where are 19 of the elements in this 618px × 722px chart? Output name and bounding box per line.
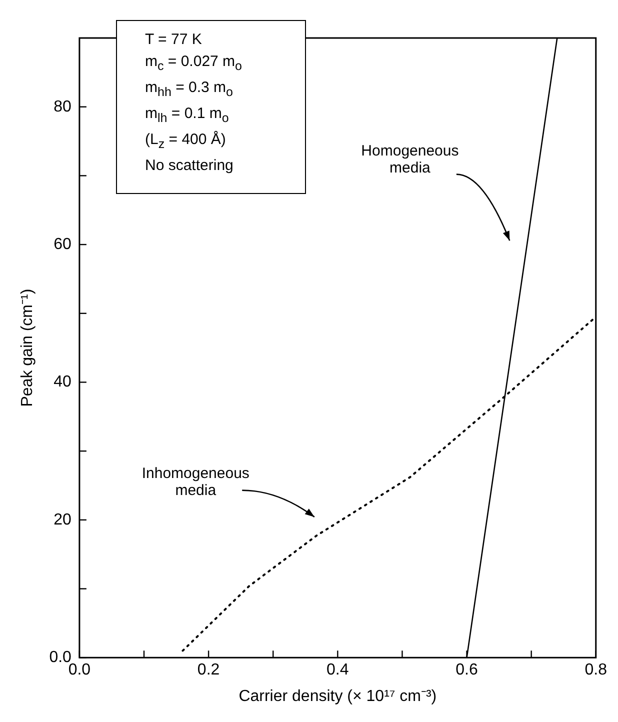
annotation: m$_{c}$ = 0.027 m$_{o}$ — [145, 52, 243, 75]
y-tick-label: 20 — [54, 511, 72, 528]
x-tick-label: 0.8 — [584, 662, 608, 679]
y-tick-label: 80 — [54, 98, 72, 116]
x-axis-title: Carrier density (× 10¹⁷ cm⁻³) — [238, 688, 437, 705]
y-tick-label: 40 — [54, 374, 72, 391]
x-tick-label: 0.4 — [326, 662, 349, 679]
x-tick-label: 0.2 — [197, 662, 220, 679]
y-axis-title: Peak gain (cm⁻¹) — [19, 288, 36, 407]
annotation: T = 77 K — [145, 30, 203, 50]
annotation: (L$_{z}$ = 400 Å) — [145, 130, 227, 153]
annotation: m$_{lh}$ = 0.1 m$_{o}$ — [145, 104, 230, 127]
annotation: No scattering — [145, 156, 234, 176]
annotation: Homogeneous media — [361, 142, 459, 177]
annotation: Inhomogeneous media — [142, 464, 250, 499]
y-tick-label: 60 — [54, 236, 72, 253]
x-tick-label: 0.6 — [456, 662, 478, 679]
annotation: m$_{hh}$ = 0.3 m$_{o}$ — [145, 78, 234, 101]
x-tick-label: 0.0 — [68, 662, 91, 679]
